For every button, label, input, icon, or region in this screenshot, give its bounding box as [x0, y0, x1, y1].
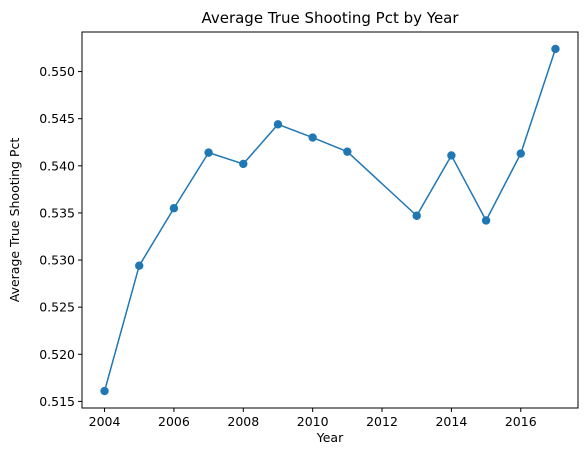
data-point: [412, 211, 421, 220]
data-point: [135, 261, 144, 270]
y-tick-label: 0.535: [39, 205, 75, 220]
data-point: [481, 216, 491, 225]
series-group: [100, 44, 560, 396]
data-point: [343, 147, 352, 156]
y-tick-label: 0.525: [39, 300, 75, 315]
data-point: [204, 148, 213, 157]
x-tick-label: 2016: [505, 414, 537, 429]
data-point: [308, 133, 317, 142]
x-axis: 2004 2006 2008 2010 2012 2014 2016: [89, 408, 537, 429]
x-tick-label: 2014: [435, 414, 467, 429]
x-tick-label: 2004: [89, 414, 121, 429]
data-point: [516, 149, 525, 158]
data-point: [551, 44, 560, 54]
y-axis-label: Average True Shooting Pct: [7, 138, 22, 303]
x-tick-label: 2010: [297, 414, 329, 429]
chart-title: Average True Shooting Pct by Year: [201, 9, 459, 27]
data-point: [273, 120, 283, 129]
data-point: [169, 204, 179, 213]
data-point: [447, 151, 456, 160]
y-tick-label: 0.540: [39, 158, 75, 173]
x-tick-label: 2008: [227, 414, 259, 429]
y-tick-label: 0.520: [39, 347, 75, 362]
plot-area: [81, 31, 579, 409]
x-tick-label: 2006: [158, 414, 190, 429]
y-tick-label: 0.550: [39, 64, 75, 79]
data-point: [239, 159, 248, 169]
y-tick-label: 0.545: [39, 111, 75, 126]
y-tick-label: 0.530: [39, 253, 75, 268]
x-tick-label: 2012: [366, 414, 398, 429]
data-point: [100, 386, 109, 396]
x-axis-label: Year: [316, 430, 344, 445]
y-tick-label: 0.515: [39, 394, 75, 409]
y-axis: 0.515 0.520 0.525 0.530 0.535 0.540 0.545 0.550: [39, 64, 82, 409]
